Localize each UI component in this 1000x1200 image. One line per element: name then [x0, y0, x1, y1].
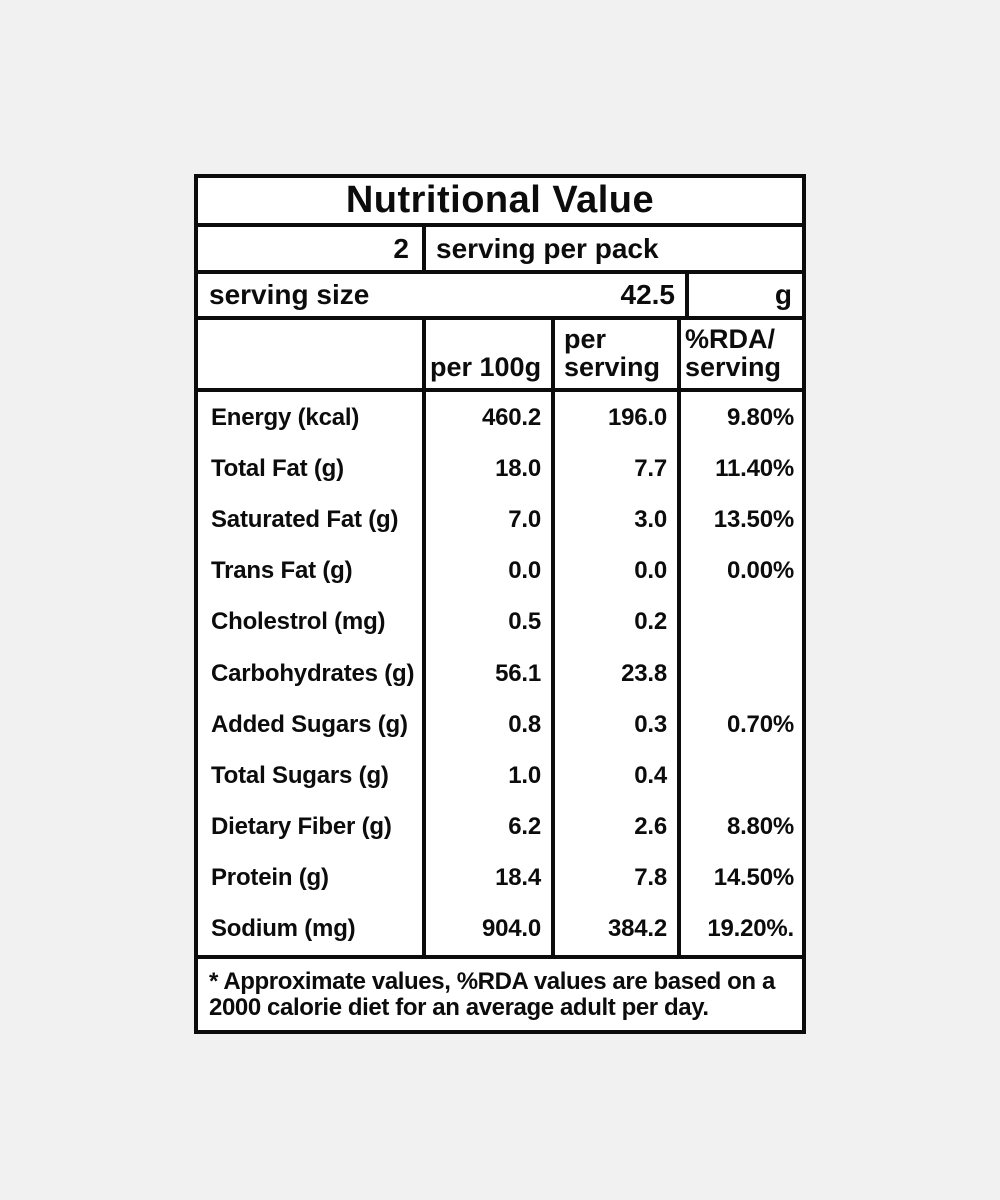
- value-per-100g: 460.2: [426, 392, 555, 444]
- nutrient-name: Total Fat (g): [198, 443, 426, 495]
- value-per-100g: 904.0: [426, 903, 555, 956]
- value-rda: 0.00%: [726, 557, 794, 585]
- nutrient-data-area: Energy (kcal) 460.2 196.0 9.80% Total Fa…: [198, 392, 802, 959]
- value-per-serving: 2.6: [555, 801, 681, 853]
- servings-count: 2: [393, 232, 409, 264]
- nutrient-name: Sodium (mg): [198, 903, 426, 956]
- nutrient-name: Trans Fat (g): [198, 545, 426, 597]
- nutrient-name: Cholestrol (mg): [198, 596, 426, 648]
- table-row-carbohydrates: Carbohydrates (g) 56.1 23.8: [198, 647, 802, 700]
- table-row-energy: Energy (kcal) 460.2 196.0 9.80%: [198, 392, 802, 444]
- table-row-sodium: Sodium (mg) 904.0 384.2 19.20%.: [198, 903, 802, 956]
- footnote-line-1: * Approximate values, %RDA values are ba…: [209, 968, 775, 995]
- serving-size-label: serving size: [209, 279, 370, 310]
- value-per-serving: 23.8: [555, 647, 681, 700]
- footnote-line-2: 2000 calorie diet for an average adult p…: [209, 994, 709, 1021]
- serving-size-unit-cell: g: [689, 274, 802, 316]
- servings-text-cell: serving per pack: [426, 227, 802, 270]
- value-rda: 19.20%.: [707, 915, 794, 943]
- serving-size-cell: serving size 42.5: [198, 274, 689, 316]
- header-per-100g: per 100g: [426, 320, 555, 388]
- value-per-serving: 0.3: [555, 699, 681, 751]
- nutrient-name: Carbohydrates (g): [198, 647, 426, 700]
- value-rda: [681, 597, 802, 648]
- value-per-100g: 18.0: [426, 443, 555, 495]
- header-per-serving: per serving: [555, 320, 681, 388]
- value-per-serving: 7.8: [555, 852, 681, 904]
- servings-per-pack-row: 2 serving per pack: [198, 227, 802, 274]
- column-header-row: per 100g per serving %RDA/ serving: [198, 320, 802, 392]
- value-rda: [681, 648, 802, 699]
- title-row: Nutritional Value: [198, 178, 802, 227]
- value-per-serving: 0.2: [555, 596, 681, 648]
- value-per-100g: 56.1: [426, 647, 555, 700]
- serving-size-unit: g: [774, 279, 792, 310]
- nutrient-name: Dietary Fiber (g): [198, 801, 426, 853]
- table-row-cholestrol: Cholestrol (mg) 0.5 0.2: [198, 596, 802, 648]
- table-row-saturated-fat: Saturated Fat (g) 7.0 3.0 13.50%: [198, 494, 802, 546]
- page-title: Nutritional Value: [345, 179, 655, 221]
- serving-size-row: serving size 42.5 g: [198, 274, 802, 320]
- table-row-protein: Protein (g) 18.4 7.8 14.50%: [198, 852, 802, 904]
- table-row-total-fat: Total Fat (g) 18.0 7.7 11.40%: [198, 443, 802, 495]
- nutrient-name: Total Sugars (g): [198, 750, 426, 802]
- nutrition-facts-table: Nutritional Value 2 serving per pack ser…: [194, 174, 806, 1034]
- value-per-100g: 0.8: [426, 699, 555, 751]
- value-rda: 14.50%: [713, 864, 794, 892]
- nutrient-name: Energy (kcal): [198, 392, 426, 444]
- nutrient-name: Protein (g): [198, 852, 426, 904]
- value-per-serving: 196.0: [555, 392, 681, 444]
- value-rda: 13.50%: [713, 505, 794, 533]
- table-row-added-sugars: Added Sugars (g) 0.8 0.3 0.70%: [198, 699, 802, 751]
- value-per-100g: 1.0: [426, 750, 555, 802]
- nutrient-name: Saturated Fat (g): [198, 494, 426, 546]
- value-per-100g: 0.0: [426, 545, 555, 597]
- value-per-100g: 7.0: [426, 494, 555, 546]
- value-per-serving: 7.7: [555, 443, 681, 495]
- value-per-100g: 18.4: [426, 852, 555, 904]
- table-row-dietary-fiber: Dietary Fiber (g) 6.2 2.6 8.80%: [198, 801, 802, 853]
- table-row-total-sugars: Total Sugars (g) 1.0 0.4: [198, 750, 802, 802]
- header-rda-serving: %RDA/ serving: [685, 324, 782, 382]
- nutrient-name: Added Sugars (g): [198, 699, 426, 751]
- value-per-serving: 3.0: [555, 494, 681, 546]
- value-rda: 8.80%: [726, 813, 794, 841]
- value-rda: 11.40%: [715, 454, 794, 482]
- value-rda: 0.70%: [726, 710, 794, 738]
- value-per-100g: 6.2: [426, 801, 555, 853]
- value-per-serving: 384.2: [555, 903, 681, 956]
- servings-count-cell: 2: [198, 227, 426, 270]
- table-row-trans-fat: Trans Fat (g) 0.0 0.0 0.00%: [198, 545, 802, 597]
- footnote: * Approximate values, %RDA values are ba…: [198, 959, 802, 1030]
- value-per-serving: 0.0: [555, 545, 681, 597]
- header-blank-cell: [198, 320, 426, 388]
- value-per-100g: 0.5: [426, 596, 555, 648]
- servings-text: serving per pack: [436, 232, 659, 264]
- value-rda: 9.80%: [726, 403, 794, 431]
- serving-size-value: 42.5: [620, 279, 676, 310]
- value-rda: [681, 750, 802, 801]
- value-per-serving: 0.4: [555, 750, 681, 802]
